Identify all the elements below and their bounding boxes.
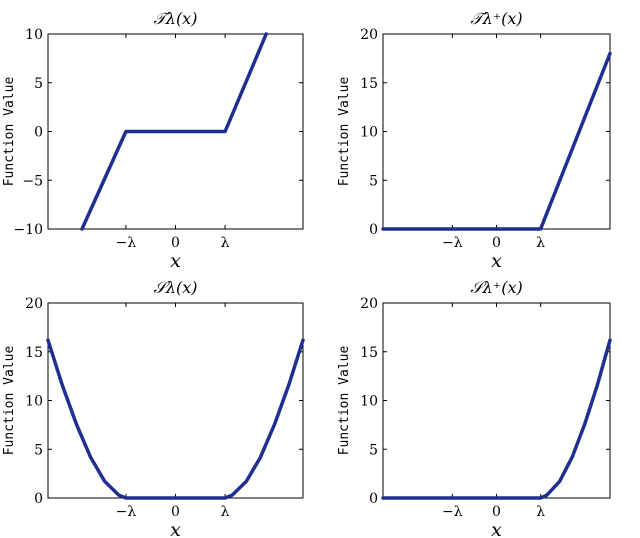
- chart-title: 𝒮λ(x): [153, 278, 197, 297]
- y-tick-label: 0: [34, 125, 43, 141]
- y-tick-label: 20: [360, 27, 378, 43]
- y-tick-label: 15: [360, 76, 378, 92]
- chart-title: 𝒯λ⁺(x): [470, 9, 522, 28]
- series-line: [381, 51, 612, 231]
- y-tick-label: 5: [369, 173, 378, 189]
- x-axis-label: x: [170, 250, 181, 272]
- x-tick-label: 0: [171, 504, 180, 520]
- x-tick-label: −λ: [442, 504, 463, 520]
- series-line: [46, 338, 305, 500]
- axes-frame: [382, 33, 611, 230]
- y-tick-label: 10: [25, 394, 43, 410]
- y-tick-label: 15: [360, 345, 378, 361]
- x-axis-label: x: [170, 519, 181, 538]
- y-axis-label: Function Value: [2, 77, 17, 187]
- y-tick-label: 0: [369, 491, 378, 507]
- y-tick-label: 20: [25, 296, 43, 312]
- axes-frame: [382, 302, 611, 499]
- x-axis-label: x: [491, 519, 502, 538]
- x-tick-label: 0: [492, 504, 501, 520]
- x-tick-label: −λ: [116, 235, 137, 251]
- chart-panel-4: 0 5 10 15 20 −λ 0 λ 𝒮λ⁺(x) x Function Value: [337, 278, 612, 538]
- x-tick-label: 0: [492, 235, 501, 251]
- x-axis-label: x: [491, 250, 502, 272]
- x-tick-label: λ: [221, 235, 230, 251]
- chart-title: 𝒮λ⁺(x): [470, 278, 522, 297]
- y-tick-label: 5: [34, 442, 43, 458]
- y-tick-label: 10: [25, 27, 43, 43]
- y-tick-label: 10: [360, 394, 378, 410]
- y-tick-label: 10: [360, 125, 378, 141]
- y-tick-label: −10: [13, 222, 43, 238]
- y-tick-label: 0: [369, 222, 378, 238]
- y-tick-label: −5: [22, 173, 43, 189]
- series-line: [80, 32, 268, 231]
- chart-panel-2: 0 5 10 15 20 −λ 0 λ 𝒯λ⁺(x) x Function Value: [337, 9, 612, 272]
- x-tick-label: −λ: [442, 235, 463, 251]
- chart-panel-3: 0 5 10 15 20 −λ 0 λ 𝒮λ(x) x Function Value: [2, 278, 305, 538]
- y-axis-label: Function Value: [337, 346, 352, 456]
- x-tick-label: λ: [536, 235, 545, 251]
- y-axis-label: Function Value: [337, 77, 352, 187]
- x-tick-label: λ: [536, 504, 545, 520]
- y-tick-label: 5: [369, 442, 378, 458]
- y-tick-label: 5: [34, 76, 43, 92]
- series-line: [381, 338, 612, 500]
- x-tick-label: 0: [171, 235, 180, 251]
- chart-panel-1: −10 −5 0 5 10 −λ 0 λ 𝒯λ(x) x Function Value: [2, 9, 304, 272]
- chart-title: 𝒯λ(x): [154, 9, 198, 28]
- x-tick-label: λ: [221, 504, 230, 520]
- y-axis-label: Function Value: [2, 346, 17, 456]
- y-tick-label: 15: [25, 345, 43, 361]
- axes-frame: [47, 302, 304, 499]
- y-tick-label: 0: [34, 491, 43, 507]
- y-tick-label: 20: [360, 296, 378, 312]
- x-tick-label: −λ: [116, 504, 137, 520]
